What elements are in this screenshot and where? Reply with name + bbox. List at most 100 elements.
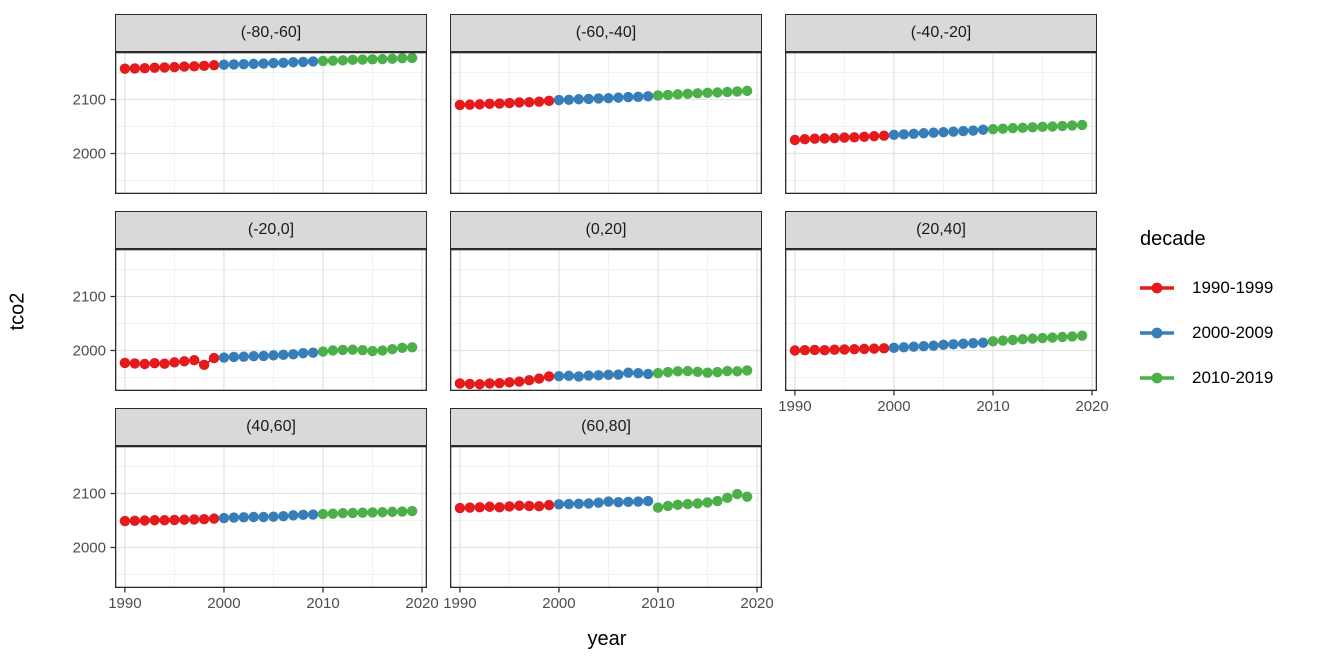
series-2010-2019 (987, 330, 1088, 347)
facet-strip-label: (-80,-60] (240, 24, 302, 41)
x-tick-label: 1990 (108, 595, 142, 612)
legend-key-icon (1140, 372, 1174, 383)
series-2000-2009 (218, 509, 319, 524)
series-1990-1999 (454, 371, 555, 390)
facet-plot (449, 51, 763, 194)
grid-minor-lines (785, 249, 1097, 391)
facet-strip-label: (-40,-20] (910, 24, 972, 41)
facet-strip: (-40,-20] (785, 14, 1097, 52)
y-tick-label: 2000 (72, 539, 106, 556)
legend-key-icon (1140, 282, 1174, 293)
legend-entry-2010-2019: 2010-2019 (1138, 355, 1273, 400)
grid-major-lines (450, 249, 762, 391)
facet-(60,80]: (60,80] 1990 2000 2010 2020 (443, 408, 774, 611)
x-tick-label: 2000 (207, 595, 241, 612)
grid-minor-lines (450, 446, 762, 588)
legend-entry-1990-1999: 1990-1999 (1138, 265, 1273, 310)
x-tick-label: 2020 (405, 595, 439, 612)
series-2000-2009 (553, 495, 654, 510)
facet-(40,60]: (40,60] 1990 2000 2010 2020 2100 2000 (73, 408, 439, 611)
legend-title: decade (1140, 228, 1206, 250)
y-axis-ticks (110, 98, 115, 155)
x-tick-label: 2020 (740, 595, 774, 612)
facet-(20,40]: (20,40] 1990 2000 2010 2020 (778, 211, 1109, 414)
series-1990-1999 (789, 343, 890, 356)
facet-strip: (-60,-40] (450, 14, 762, 52)
x-tick-label: 2020 (1075, 398, 1109, 415)
legend-key-icon (1140, 327, 1174, 338)
legend-label: 1990-1999 (1192, 277, 1274, 297)
series-1990-1999 (119, 60, 220, 74)
facet-strip: (-20,0] (115, 211, 427, 249)
facet-strip-label: (20,40] (916, 221, 966, 238)
facet-plot (784, 51, 1098, 194)
facet-plot (110, 248, 428, 391)
facet-strip-label: (60,80] (581, 418, 631, 435)
x-axis-ticks (124, 588, 423, 593)
facet-strip: (0,20] (450, 211, 762, 249)
series-2010-2019 (317, 342, 418, 357)
facet-grid: (-80,-60] 2100 2000 (-60,-40] (-40,-20] (-20,… (73, 14, 1125, 611)
x-tick-label: 2010 (641, 595, 675, 612)
x-tick-label: 2010 (976, 398, 1010, 415)
x-tick-label: 1990 (778, 398, 812, 415)
y-tick-label: 2100 (72, 485, 106, 502)
y-tick-label: 2000 (72, 145, 106, 162)
facet-(-60,-40]: (-60,-40] (449, 14, 763, 194)
y-tick-label: 2100 (72, 91, 106, 108)
series-2000-2009 (553, 91, 654, 106)
x-tick-label: 2010 (306, 595, 340, 612)
y-axis-ticks (110, 492, 115, 549)
series-2010-2019 (317, 52, 418, 67)
facet-strip-label: (-20,0] (247, 221, 295, 238)
facet-plot (110, 445, 428, 593)
y-tick-label: 2100 (72, 288, 106, 305)
x-axis-title: year (587, 628, 627, 650)
facet-plot (449, 248, 763, 391)
series-1990-1999 (454, 95, 555, 111)
series-1990-1999 (454, 499, 555, 514)
facet-plot (784, 248, 1098, 396)
series-2010-2019 (317, 505, 418, 520)
facet-(-80,-60]: (-80,-60] 2100 2000 (73, 14, 428, 194)
series-2010-2019 (652, 488, 753, 513)
x-tick-label: 1990 (443, 595, 477, 612)
facet-strip: (60,80] (450, 408, 762, 446)
series-2010-2019 (987, 119, 1088, 135)
facet-strip: (20,40] (785, 211, 1097, 249)
series-1990-1999 (119, 352, 220, 371)
series-2000-2009 (218, 56, 319, 70)
legend-label: 2010-2019 (1192, 367, 1274, 387)
series-2010-2019 (652, 365, 753, 379)
facet-strip: (-80,-60] (115, 14, 427, 52)
legend: decade 1990-1999 2000-2009 2010-2019 (1138, 228, 1273, 400)
facet-(0,20]: (0,20] (449, 211, 763, 391)
series-2000-2009 (218, 347, 319, 363)
facet-strip-label: (40,60] (246, 418, 296, 435)
series-2000-2009 (888, 124, 989, 141)
facet-(-20,0]: (-20,0] 2100 2000 (73, 211, 428, 391)
series-1990-1999 (119, 513, 220, 527)
series-2000-2009 (888, 337, 989, 354)
facet-plot (449, 445, 763, 593)
facet-(-40,-20]: (-40,-20] (784, 14, 1098, 194)
grid-minor-lines (450, 52, 762, 194)
series-1990-1999 (789, 130, 890, 146)
facet-plot (110, 51, 428, 194)
y-axis-ticks (110, 295, 115, 352)
legend-entry-2000-2009: 2000-2009 (1138, 310, 1273, 355)
facet-strip-label: (-60,-40] (575, 24, 637, 41)
y-axis-title: tco2 (6, 292, 29, 331)
grid-major-lines (785, 52, 1097, 194)
y-tick-label: 2000 (72, 342, 106, 359)
x-tick-label: 2000 (877, 398, 911, 415)
facet-strip-label: (0,20] (585, 221, 627, 238)
x-axis-ticks (794, 391, 1093, 396)
grid-major-lines (450, 446, 762, 588)
legend-entries: 1990-1999 2000-2009 2010-2019 (1138, 265, 1273, 400)
grid-minor-lines (115, 52, 427, 194)
legend-label: 2000-2009 (1192, 322, 1274, 342)
x-tick-label: 2000 (542, 595, 576, 612)
grid-major-lines (115, 52, 427, 194)
